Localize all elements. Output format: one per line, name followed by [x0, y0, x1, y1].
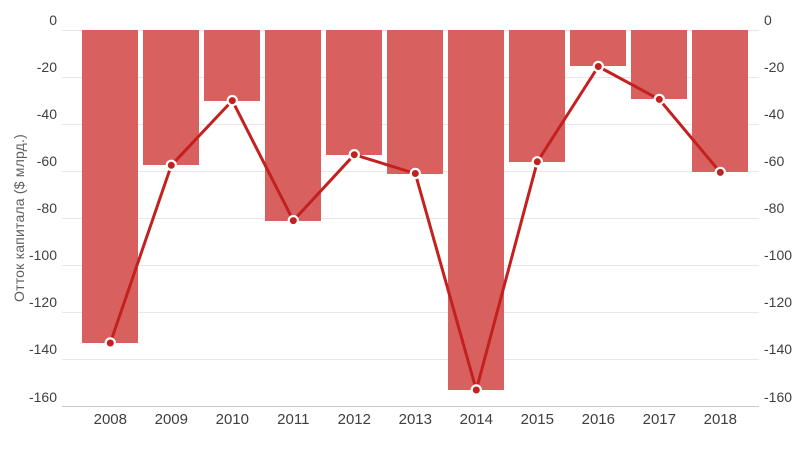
y-tick-label-left: -20	[36, 59, 57, 76]
y-tick-label-right: 0	[764, 12, 772, 28]
x-axis-label-2011: 2011	[277, 411, 310, 428]
y-tick-label-right: -140	[764, 341, 793, 358]
bar-2016	[570, 30, 627, 67]
bar-2010	[204, 30, 261, 101]
x-axis-line	[62, 406, 759, 407]
x-axis-label-2016: 2016	[581, 411, 615, 428]
bar-2012	[326, 30, 383, 155]
y-tick-label-left: -60	[36, 153, 57, 170]
bar-2008	[82, 30, 139, 343]
y-tick-label-right: -80	[764, 200, 785, 217]
x-axis-label-2008: 2008	[93, 411, 127, 428]
bar-2015	[509, 30, 566, 162]
bar-2011	[265, 30, 322, 221]
y-tick-label-right: -160	[764, 388, 793, 405]
x-axis-label-2017: 2017	[642, 411, 676, 428]
y-tick-label-left: -40	[36, 106, 57, 123]
gridline	[62, 217, 759, 219]
gridline	[62, 358, 759, 360]
x-axis-label-2014: 2014	[459, 411, 493, 428]
y-tick-label-right: -40	[764, 106, 785, 123]
y-tick-label-left: 0	[49, 12, 57, 28]
y-tick-label-right: -60	[764, 153, 785, 170]
x-axis-label-2009: 2009	[154, 411, 188, 428]
x-axis-label-2015: 2015	[520, 411, 554, 428]
bar-2017	[631, 30, 688, 100]
x-axis-label-2010: 2010	[215, 411, 249, 428]
gridline	[62, 311, 759, 313]
y-tick-label-right: -20	[764, 59, 785, 76]
y-tick-label-right: -100	[764, 247, 793, 264]
x-axis-label-2012: 2012	[337, 411, 371, 428]
x-axis-label-2013: 2013	[398, 411, 432, 428]
bar-2014	[448, 30, 505, 391]
y-tick-label-left: -100	[28, 247, 57, 264]
y-tick-label-left: -120	[28, 294, 57, 311]
y-tick-label-left: -140	[28, 341, 57, 358]
bar-2013	[387, 30, 444, 174]
y-tick-label-left: -160	[28, 388, 57, 405]
x-axis-label-2018: 2018	[703, 411, 737, 428]
bar-2018	[692, 30, 749, 173]
gridline	[62, 264, 759, 266]
bar-2009	[143, 30, 200, 166]
y-tick-label-right: -120	[764, 294, 793, 311]
y-tick-label-left: -80	[36, 200, 57, 217]
